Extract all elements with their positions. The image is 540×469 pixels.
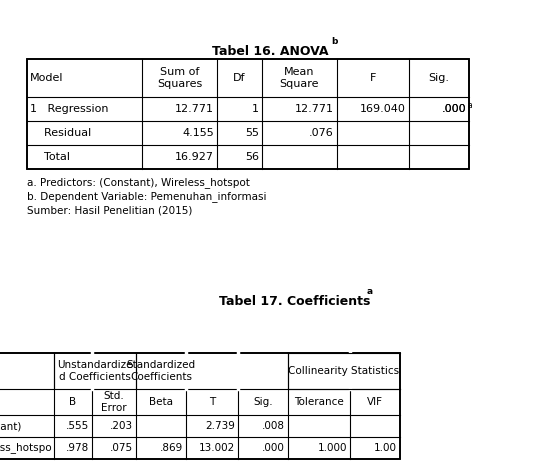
Text: nstant): nstant)	[0, 421, 22, 431]
Text: Standardized
Coefficients: Standardized Coefficients	[126, 360, 195, 382]
Text: .000: .000	[441, 104, 466, 114]
Text: .000: .000	[441, 104, 466, 114]
Text: eless_hotspo: eless_hotspo	[0, 443, 52, 454]
Text: 169.040: 169.040	[360, 104, 406, 114]
Text: Beta: Beta	[149, 397, 173, 407]
Text: .555: .555	[66, 421, 89, 431]
Bar	[0, 353, 400, 459]
Text: a: a	[467, 100, 472, 109]
Text: Sum of
Squares: Sum of Squares	[157, 67, 202, 89]
Text: B: B	[70, 397, 77, 407]
Text: 12.771: 12.771	[295, 104, 334, 114]
Text: Sig.: Sig.	[253, 397, 273, 407]
Text: 12.771: 12.771	[175, 104, 214, 114]
Text: Std.
Error: Std. Error	[101, 391, 127, 413]
Text: .075: .075	[110, 443, 133, 453]
Text: F: F	[370, 73, 376, 83]
Text: .000: .000	[262, 443, 285, 453]
Text: 13.002: 13.002	[199, 443, 235, 453]
Text: .869: .869	[160, 443, 183, 453]
Text: b. Dependent Variable: Pemenuhan_informasi: b. Dependent Variable: Pemenuhan_informa…	[27, 191, 267, 202]
Text: Tolerance: Tolerance	[294, 397, 344, 407]
Text: b: b	[331, 37, 338, 46]
Text: 4.155: 4.155	[183, 128, 214, 138]
Text: 1.00: 1.00	[374, 443, 397, 453]
Bar	[0, 353, 400, 459]
Text: .203: .203	[110, 421, 133, 431]
Bar	[27, 59, 469, 169]
Text: 1.000: 1.000	[318, 443, 347, 453]
Text: Total: Total	[30, 152, 70, 162]
Text: .008: .008	[262, 421, 285, 431]
Text: a. Predictors: (Constant), Wireless_hotspot: a. Predictors: (Constant), Wireless_hots…	[27, 177, 250, 188]
Bar	[27, 59, 469, 169]
Text: Sig.: Sig.	[429, 73, 449, 83]
Text: .076: .076	[309, 128, 334, 138]
Text: Residual: Residual	[30, 128, 91, 138]
Text: .978: .978	[66, 443, 89, 453]
Text: Tabel 16. ANOVA: Tabel 16. ANOVA	[212, 45, 328, 58]
Text: 55: 55	[245, 128, 259, 138]
Text: Sumber: Hasil Penelitian (2015): Sumber: Hasil Penelitian (2015)	[27, 205, 192, 215]
Text: Model: Model	[30, 73, 64, 83]
Text: Df: Df	[233, 73, 246, 83]
Text: Unstandardize
d Coefficients: Unstandardize d Coefficients	[57, 360, 133, 382]
Text: Collinearity Statistics: Collinearity Statistics	[288, 366, 400, 376]
Text: 2.739: 2.739	[205, 421, 235, 431]
Text: a: a	[367, 287, 373, 296]
Text: 1: 1	[252, 104, 259, 114]
Text: T: T	[209, 397, 215, 407]
Text: 56: 56	[245, 152, 259, 162]
Text: VIF: VIF	[367, 397, 383, 407]
Text: Mean
Square: Mean Square	[280, 67, 319, 89]
Text: 16.927: 16.927	[175, 152, 214, 162]
Text: 1   Regression: 1 Regression	[30, 104, 109, 114]
Text: Tabel 17. Coefficients: Tabel 17. Coefficients	[219, 295, 370, 308]
